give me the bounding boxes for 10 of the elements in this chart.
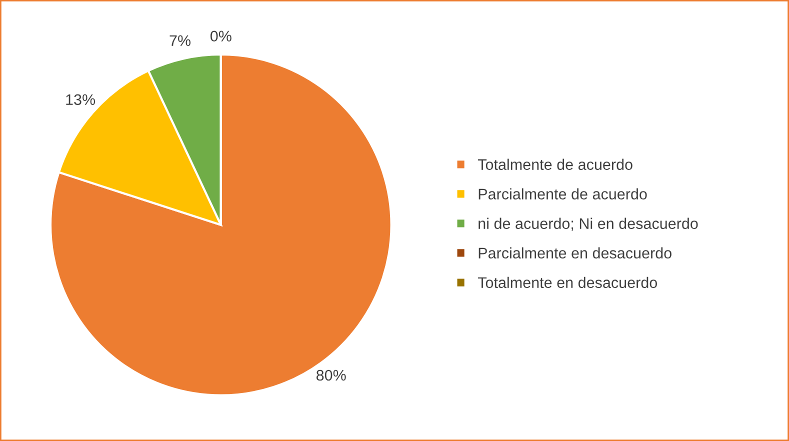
legend-label: Totalmente en desacuerdo [478, 276, 658, 288]
text: 0% [210, 30, 232, 42]
data-label: 7% [170, 35, 191, 46]
legend-label: Parcialmente de acuerdo [478, 188, 647, 200]
data-label: 13% [66, 94, 96, 106]
pie-slice [49, 53, 392, 396]
data-label: 80% [316, 370, 346, 381]
legend-label: ni de acuerdo; Ni en desacuerdo [478, 218, 698, 231]
legend-label: Parcialmente en desacuerdo [478, 247, 672, 259]
legend-label: Totalmente de acuerdo [478, 158, 632, 170]
